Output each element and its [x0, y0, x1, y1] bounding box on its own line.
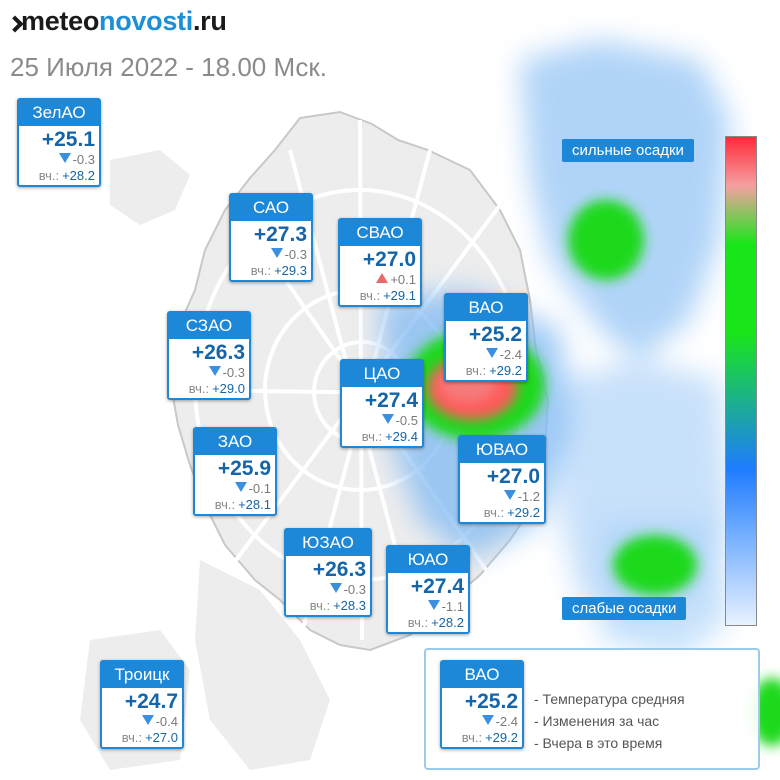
trend-down-icon — [329, 583, 342, 593]
precipitation-colorbar — [725, 136, 757, 626]
yesterday-label: вч.: — [361, 429, 383, 444]
average-temperature: +26.3 — [191, 341, 245, 364]
district-name: СВАО — [340, 220, 420, 246]
district-name: ЦАО — [342, 361, 422, 387]
yesterday-temperature: +28.1 — [238, 497, 271, 512]
heavy-precipitation-label: сильные осадки — [562, 139, 694, 162]
legend-item-average-temp: - Температура средняя — [534, 691, 685, 707]
logo-highlight: novosti — [99, 6, 193, 36]
yesterday-label: вч.: — [483, 505, 505, 520]
district-card-yuzao[interactable]: ЮЗАО +26.3 -0.3 вч.: +28.3 — [284, 528, 372, 617]
district-name: ВАО — [446, 295, 526, 321]
yesterday-label: вч.: — [465, 363, 487, 378]
yesterday-label: вч.: — [407, 615, 429, 630]
legend-item-hourly-change: - Изменения за час — [534, 713, 660, 729]
yesterday-label: вч.: — [214, 497, 236, 512]
hourly-change: -0.4 — [155, 714, 178, 729]
yesterday-temperature: +29.0 — [212, 381, 245, 396]
hourly-change: -1.1 — [441, 599, 464, 614]
trend-down-icon — [485, 348, 498, 358]
yesterday-label: вч.: — [359, 288, 381, 303]
district-name: ВАО — [442, 662, 522, 688]
yesterday-temperature: +28.3 — [333, 598, 366, 613]
trend-down-icon — [503, 490, 516, 500]
average-temperature: +27.3 — [253, 223, 307, 246]
average-temperature: +27.0 — [486, 465, 540, 488]
yesterday-label: вч.: — [38, 168, 60, 183]
hourly-change: -2.4 — [495, 714, 518, 729]
district-name: СЗАО — [169, 313, 249, 339]
legend-sample-card: ВАО +25.2 -2.4 вч.: +29.2 — [440, 660, 524, 749]
yesterday-label: вч.: — [461, 730, 483, 745]
district-card-svao[interactable]: СВАО +27.0 +0.1 вч.: +29.1 — [338, 218, 422, 307]
yesterday-temperature: +27.0 — [145, 730, 178, 745]
hourly-change: +0.1 — [390, 272, 416, 287]
district-card-tsao[interactable]: ЦАО +27.4 -0.5 вч.: +29.4 — [340, 359, 424, 448]
forecast-datetime: 25 Июля 2022 - 18.00 Мск. — [10, 52, 328, 82]
district-card-szao[interactable]: СЗАО +26.3 -0.3 вч.: +29.0 — [167, 311, 251, 400]
district-card-zao[interactable]: ЗАО +25.9 -0.1 вч.: +28.1 — [193, 427, 277, 516]
hourly-change: -0.3 — [343, 582, 366, 597]
yesterday-label: вч.: — [188, 381, 210, 396]
district-name: ЮЗАО — [286, 530, 370, 556]
legend-item-yesterday: - Вчера в это время — [534, 735, 663, 751]
hourly-change: -0.1 — [248, 481, 271, 496]
trend-down-icon — [58, 153, 71, 163]
average-temperature: +27.4 — [364, 389, 418, 412]
trend-up-icon — [376, 273, 389, 283]
trend-down-icon — [234, 482, 247, 492]
average-temperature: +25.2 — [468, 323, 522, 346]
trend-down-icon — [427, 600, 440, 610]
trend-down-icon — [208, 366, 221, 376]
yesterday-temperature: +29.4 — [385, 429, 418, 444]
yesterday-label: вч.: — [250, 263, 272, 278]
yesterday-temperature: +28.2 — [62, 168, 95, 183]
district-card-troitsk[interactable]: Троицк +24.7 -0.4 вч.: +27.0 — [100, 660, 184, 749]
hourly-change: -0.5 — [395, 413, 418, 428]
average-temperature: +25.2 — [464, 690, 518, 713]
yesterday-temperature: +29.2 — [489, 363, 522, 378]
average-temperature: +25.9 — [217, 457, 271, 480]
hourly-change: -0.3 — [222, 365, 245, 380]
district-card-vao[interactable]: ВАО +25.2 -2.4 вч.: +29.2 — [444, 293, 528, 382]
trend-down-icon — [270, 248, 283, 258]
logo-prefix: meteo — [21, 6, 100, 36]
hourly-change: -0.3 — [72, 152, 95, 167]
yesterday-temperature: +29.2 — [507, 505, 540, 520]
district-name: ЗелАО — [19, 100, 99, 126]
light-precipitation-label: слабые осадки — [562, 597, 687, 620]
legend-box: ВАО +25.2 -2.4 вч.: +29.2 - Температура с… — [424, 648, 760, 770]
average-temperature: +25.1 — [41, 128, 95, 151]
site-logo[interactable]: meteonovosti.ru — [8, 6, 227, 37]
hourly-change: -1.2 — [517, 489, 540, 504]
hourly-change: -0.3 — [284, 247, 307, 262]
average-temperature: +24.7 — [124, 690, 178, 713]
yesterday-label: вч.: — [121, 730, 143, 745]
trend-down-icon — [141, 715, 154, 725]
average-temperature: +27.4 — [410, 575, 464, 598]
district-name: Троицк — [102, 662, 182, 688]
yesterday-label: вч.: — [309, 598, 331, 613]
yesterday-temperature: +29.3 — [274, 263, 307, 278]
district-name: ЮВАО — [460, 437, 544, 463]
average-temperature: +27.0 — [362, 248, 416, 271]
trend-down-icon — [381, 414, 394, 424]
district-card-yuao[interactable]: ЮАО +27.4 -1.1 вч.: +28.2 — [386, 545, 470, 634]
yesterday-temperature: +29.2 — [485, 730, 518, 745]
district-name: ЗАО — [195, 429, 275, 455]
district-name: САО — [231, 195, 311, 221]
yesterday-temperature: +28.2 — [431, 615, 464, 630]
yesterday-temperature: +29.1 — [383, 288, 416, 303]
trend-down-icon — [481, 715, 494, 725]
district-card-yuvao[interactable]: ЮВАО +27.0 -1.2 вч.: +29.2 — [458, 435, 546, 524]
district-name: ЮАО — [388, 547, 468, 573]
district-card-sao[interactable]: САО +27.3 -0.3 вч.: +29.3 — [229, 193, 313, 282]
hourly-change: -2.4 — [499, 347, 522, 362]
average-temperature: +26.3 — [312, 558, 366, 581]
logo-suffix: .ru — [192, 6, 227, 36]
district-card-zelao[interactable]: ЗелАО +25.1 -0.3 вч.: +28.2 — [17, 98, 101, 187]
